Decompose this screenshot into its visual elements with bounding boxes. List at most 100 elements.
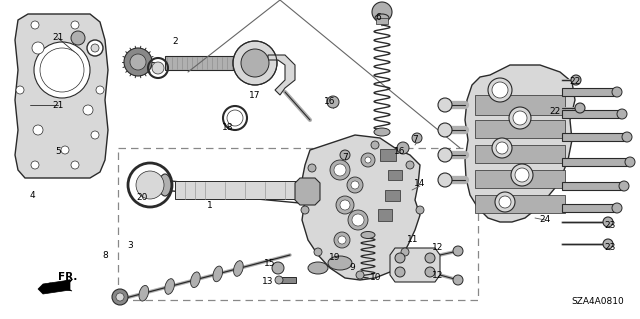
Circle shape <box>395 253 405 263</box>
Circle shape <box>112 289 128 305</box>
Text: 17: 17 <box>249 91 260 100</box>
Circle shape <box>96 86 104 94</box>
Circle shape <box>40 48 84 92</box>
Circle shape <box>340 200 350 210</box>
Circle shape <box>71 31 85 45</box>
Bar <box>175 181 305 199</box>
Text: 14: 14 <box>414 179 426 188</box>
Text: 23: 23 <box>604 243 616 253</box>
Circle shape <box>365 157 371 163</box>
Circle shape <box>241 49 269 77</box>
Circle shape <box>31 161 39 169</box>
Circle shape <box>152 62 164 74</box>
Bar <box>562 88 617 96</box>
Text: 13: 13 <box>262 277 274 286</box>
Circle shape <box>91 131 99 139</box>
Text: 20: 20 <box>136 194 148 203</box>
Circle shape <box>227 110 243 126</box>
Circle shape <box>327 96 339 108</box>
Circle shape <box>124 48 152 76</box>
Circle shape <box>495 192 515 212</box>
Circle shape <box>91 44 99 52</box>
Circle shape <box>401 248 409 256</box>
Circle shape <box>509 107 531 129</box>
Bar <box>475 95 565 115</box>
Ellipse shape <box>361 232 375 239</box>
Ellipse shape <box>308 262 328 274</box>
Text: 6: 6 <box>375 12 381 21</box>
Text: 15: 15 <box>264 259 276 269</box>
Circle shape <box>488 78 512 102</box>
Bar <box>376 18 388 24</box>
Circle shape <box>515 168 529 182</box>
Circle shape <box>87 40 103 56</box>
Circle shape <box>71 161 79 169</box>
Text: 10: 10 <box>371 273 381 283</box>
Text: 22: 22 <box>549 108 561 116</box>
Bar <box>280 277 296 283</box>
Text: 18: 18 <box>222 123 234 132</box>
Text: 1: 1 <box>207 201 213 210</box>
Circle shape <box>438 173 452 187</box>
Text: 21: 21 <box>52 33 64 42</box>
Circle shape <box>347 177 363 193</box>
Circle shape <box>356 271 364 279</box>
Ellipse shape <box>375 14 389 22</box>
Circle shape <box>91 41 99 49</box>
Circle shape <box>352 214 364 226</box>
Bar <box>385 189 399 201</box>
Circle shape <box>425 267 435 277</box>
Polygon shape <box>50 280 72 291</box>
Text: 3: 3 <box>127 241 133 249</box>
Circle shape <box>34 42 90 98</box>
Circle shape <box>83 105 93 115</box>
Circle shape <box>351 181 359 189</box>
Bar <box>475 195 565 213</box>
Bar <box>562 182 624 190</box>
Circle shape <box>361 153 375 167</box>
Circle shape <box>612 87 622 97</box>
Polygon shape <box>15 14 108 178</box>
Polygon shape <box>38 280 70 294</box>
Circle shape <box>71 21 79 29</box>
Polygon shape <box>295 178 320 205</box>
Bar <box>475 170 565 188</box>
Ellipse shape <box>191 272 200 287</box>
Circle shape <box>308 164 316 172</box>
Text: 22: 22 <box>570 78 580 86</box>
Bar <box>240 52 270 74</box>
Ellipse shape <box>374 128 390 136</box>
Bar <box>562 204 617 212</box>
Bar <box>165 56 250 70</box>
Circle shape <box>492 138 512 158</box>
Text: 7: 7 <box>412 136 418 145</box>
Circle shape <box>571 75 581 85</box>
Circle shape <box>136 171 164 199</box>
Ellipse shape <box>328 256 352 270</box>
Circle shape <box>338 236 346 244</box>
Circle shape <box>496 142 508 154</box>
Circle shape <box>314 248 322 256</box>
Text: 12: 12 <box>432 271 444 279</box>
Text: FR.: FR. <box>58 272 77 282</box>
Circle shape <box>372 2 392 22</box>
Circle shape <box>334 232 350 248</box>
Circle shape <box>272 262 284 274</box>
Text: 12: 12 <box>432 242 444 251</box>
Circle shape <box>406 161 414 169</box>
Circle shape <box>492 82 508 98</box>
Polygon shape <box>390 248 440 282</box>
Circle shape <box>622 132 632 142</box>
Circle shape <box>336 196 354 214</box>
Circle shape <box>617 109 627 119</box>
Text: 4: 4 <box>29 191 35 201</box>
Ellipse shape <box>234 261 243 276</box>
Text: 23: 23 <box>604 220 616 229</box>
Circle shape <box>334 164 346 176</box>
Polygon shape <box>268 55 295 95</box>
Circle shape <box>612 203 622 213</box>
Bar <box>475 145 565 163</box>
Bar <box>380 149 396 161</box>
Circle shape <box>130 54 146 70</box>
Bar <box>378 209 392 221</box>
